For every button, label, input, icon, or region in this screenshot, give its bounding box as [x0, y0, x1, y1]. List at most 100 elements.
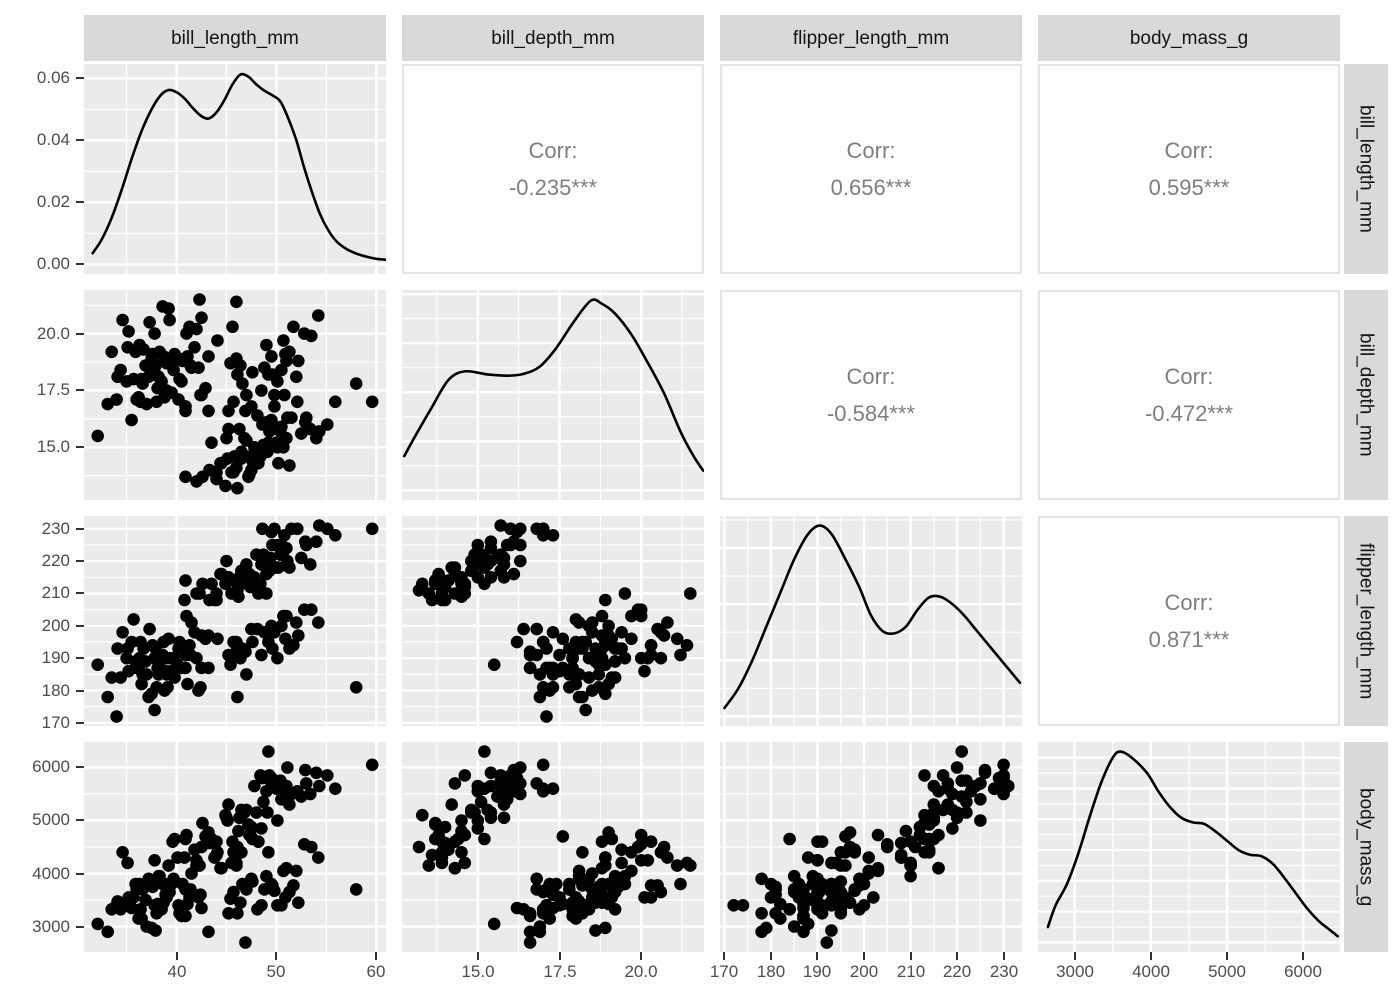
- x-tick-label-20.0: 20.0: [624, 962, 658, 981]
- data-point: [950, 761, 964, 774]
- data-point: [727, 899, 740, 912]
- data-point: [484, 779, 498, 793]
- data-point: [834, 859, 848, 872]
- data-point: [240, 668, 253, 681]
- data-point: [533, 920, 547, 933]
- data-point: [240, 558, 253, 571]
- data-point: [122, 325, 135, 338]
- data-point: [445, 798, 458, 811]
- data-point: [670, 859, 684, 872]
- data-point: [536, 635, 550, 649]
- data-point: [162, 302, 175, 315]
- panel-scatter-flipper_length_mm-vs-bill_length_mm: [84, 516, 386, 726]
- data-point: [546, 668, 560, 681]
- y-axis-tick: [76, 560, 84, 563]
- data-point: [246, 366, 259, 379]
- data-point: [310, 766, 323, 780]
- data-point: [904, 835, 917, 848]
- corr-cell-bill-depth-flipper: Corr: -0.584***: [720, 290, 1022, 500]
- data-point: [127, 613, 140, 626]
- data-point: [140, 397, 153, 411]
- data-point: [211, 334, 224, 347]
- data-point: [262, 745, 275, 758]
- x-axis-tick: [770, 952, 773, 960]
- data-point: [116, 846, 129, 859]
- data-point: [231, 907, 244, 920]
- data-point: [787, 883, 801, 896]
- data-point: [783, 903, 796, 916]
- data-point: [101, 925, 114, 939]
- data-point: [530, 872, 543, 886]
- data-point: [280, 861, 293, 875]
- x-tick-label-15.0: 15.0: [461, 962, 495, 981]
- data-point: [125, 901, 138, 915]
- data-point: [471, 545, 485, 558]
- strip-right-body-mass: body_mass_g: [1344, 742, 1388, 952]
- corr-value: -0.235***: [508, 174, 598, 200]
- data-point: [194, 888, 207, 901]
- data-point: [843, 826, 857, 839]
- data-point: [329, 395, 342, 409]
- data-point: [283, 459, 296, 472]
- data-point: [448, 561, 462, 574]
- data-point: [448, 587, 462, 600]
- data-point: [281, 761, 294, 774]
- y-axis-tick: [76, 389, 84, 392]
- data-point: [304, 787, 317, 801]
- strip-right-flipper-length: flipper_length_mm: [1344, 516, 1388, 726]
- data-point: [110, 393, 123, 406]
- data-point: [105, 671, 118, 684]
- data-point: [290, 370, 303, 384]
- data-point: [300, 777, 313, 790]
- data-point: [556, 830, 570, 843]
- data-point: [312, 851, 325, 864]
- data-point: [514, 538, 527, 552]
- data-point: [458, 587, 472, 600]
- data-point: [599, 921, 612, 935]
- data-point: [157, 635, 170, 649]
- data-point: [168, 347, 181, 361]
- data-point: [239, 936, 252, 949]
- y-axis-tick: [76, 77, 84, 80]
- data-point: [592, 668, 606, 681]
- data-point: [834, 846, 848, 859]
- data-point: [231, 481, 244, 495]
- corr-value: -0.584***: [826, 400, 916, 426]
- x-tick-label-40: 40: [167, 962, 187, 981]
- data-point: [101, 690, 114, 704]
- data-point: [797, 925, 810, 939]
- data-point: [234, 359, 247, 372]
- data-point: [91, 429, 104, 443]
- data-point: [820, 936, 834, 949]
- data-point: [425, 848, 439, 862]
- data-point: [608, 885, 622, 899]
- data-point: [265, 350, 278, 363]
- panel-scatter-bill_depth_mm-vs-bill_length_mm: [84, 290, 386, 500]
- y-axis-tick: [76, 592, 84, 595]
- data-point: [487, 917, 501, 931]
- data-point: [546, 681, 560, 694]
- data-point: [149, 924, 162, 937]
- data-point: [184, 648, 197, 662]
- data-point: [178, 851, 191, 864]
- y-axis-tick: [76, 657, 84, 660]
- data-point: [220, 431, 233, 445]
- x-axis-tick: [910, 952, 913, 960]
- data-point: [533, 668, 547, 681]
- data-point: [988, 782, 1001, 795]
- data-point: [195, 311, 208, 324]
- data-point: [769, 907, 782, 920]
- data-point: [774, 897, 787, 911]
- data-point: [510, 635, 524, 649]
- corr-cell-bill-length-bill-depth: Corr: -0.235***: [402, 64, 704, 274]
- x-axis-tick: [275, 952, 278, 960]
- data-point: [240, 388, 253, 402]
- data-point: [283, 798, 296, 811]
- x-tick-label-60: 60: [366, 962, 386, 981]
- data-point: [974, 777, 987, 790]
- data-point: [196, 816, 209, 830]
- corr-label: Corr:: [1164, 589, 1214, 615]
- data-point: [194, 681, 207, 694]
- data-point: [150, 907, 163, 920]
- data-point: [202, 661, 215, 675]
